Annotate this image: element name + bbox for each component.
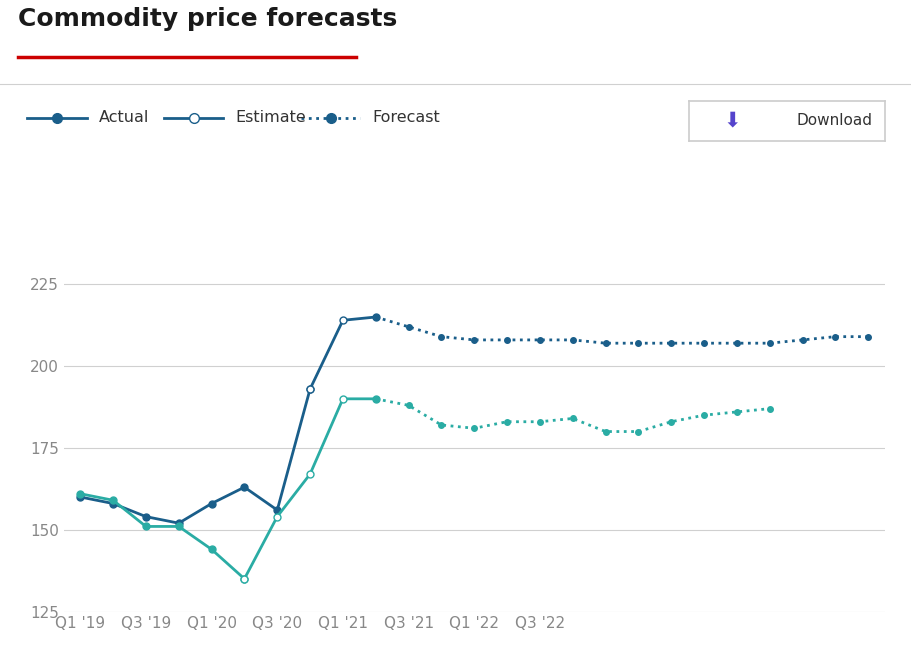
- Text: Commodity price forecasts: Commodity price forecasts: [18, 7, 397, 31]
- Text: Forecast: Forecast: [372, 110, 439, 125]
- Text: ⬇: ⬇: [722, 111, 740, 131]
- Text: Download: Download: [795, 114, 872, 128]
- Text: Actual: Actual: [98, 110, 148, 125]
- Text: Estimate: Estimate: [235, 110, 306, 125]
